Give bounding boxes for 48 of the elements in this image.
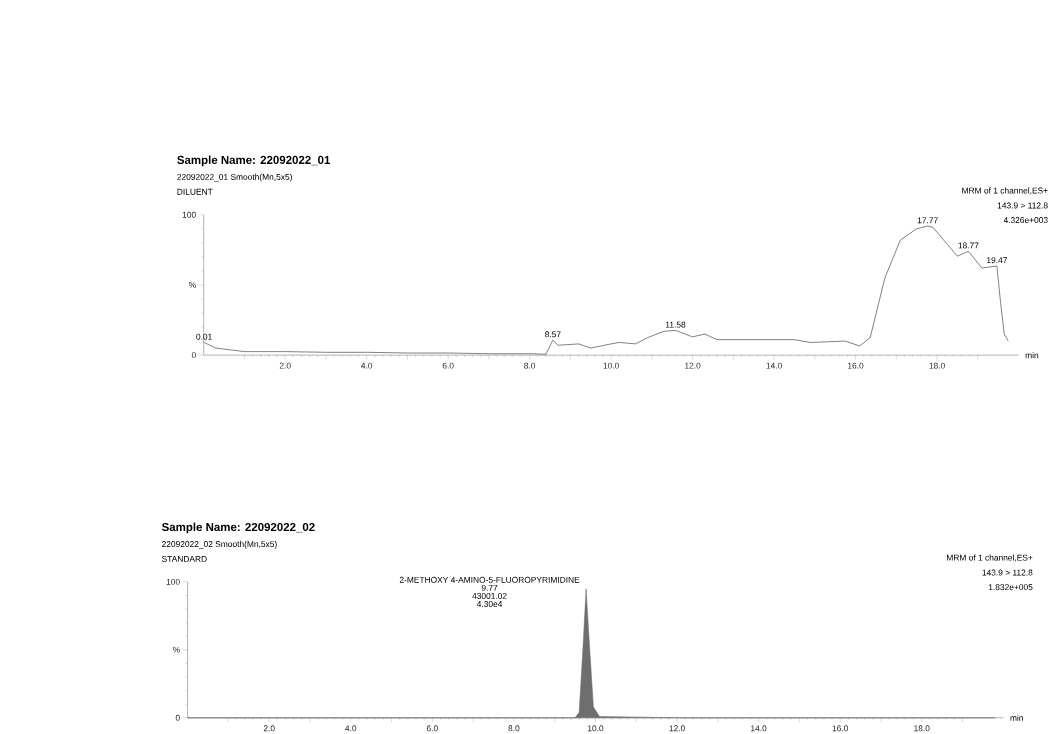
x-tick-label: 8.0 [508, 725, 520, 732]
annotation: 17.77 [917, 217, 938, 224]
text: STANDARD [162, 555, 207, 562]
x-tick-label: 2.0 [263, 725, 275, 732]
x-tick-label: 14.0 [751, 725, 767, 732]
x-tick-label: 18.0 [929, 362, 945, 369]
annotation: 43001.02 [472, 592, 507, 599]
annotation: 4.326e+003 [1003, 216, 1048, 223]
x-tick-label: 6.0 [442, 362, 454, 369]
x-tick-label: 10.0 [587, 725, 604, 732]
x-tick-label: 12.0 [669, 725, 685, 732]
annotation: 18.77 [958, 242, 979, 249]
x-axis-title: min [1010, 714, 1023, 721]
x-tick-label: 8.0 [524, 362, 536, 369]
x-axis-title: min [1025, 351, 1039, 359]
text: 143.9 > 112.8 [997, 202, 1048, 209]
x-tick-label: 10.0 [603, 362, 619, 369]
text: MRM of 1 channel,ES+ [947, 554, 1033, 562]
y-tick-label: 100 [182, 211, 196, 218]
x-tick-label: 12.0 [685, 362, 701, 369]
x-tick-label: 16.0 [848, 362, 864, 369]
chart-subtitle: 22092022_01 Smooth(Mn,5x5) [177, 173, 292, 182]
text: 143.9 > 112.8 [982, 569, 1033, 576]
y-tick-label: % [172, 646, 180, 653]
x-tick-label: 4.0 [361, 362, 373, 369]
x-tick-label: 18.0 [914, 725, 930, 732]
x-tick-label: 4.0 [345, 725, 357, 732]
annotation: 8.57 [545, 331, 561, 338]
x-tick-label: 2.0 [279, 362, 291, 369]
chart-title: Sample Name: 22092022_01 [177, 155, 331, 167]
annotation: 2-METHOXY 4-AMINO-5-FLUOROPYRIMIDINE [399, 576, 580, 583]
y-tick-label: % [189, 281, 196, 288]
chart-subtitle: 22092022_02 Smooth(Mn,5x5) [162, 540, 277, 549]
text: MRM of 1 channel,ES+ [962, 187, 1048, 195]
y-tick-label: 0 [175, 714, 180, 721]
annotation: 9.77 [481, 584, 498, 591]
x-tick-label: 14.0 [766, 362, 782, 369]
x-tick-label: 16.0 [832, 725, 848, 732]
chart-title: Sample Name: 22092022_02 [161, 522, 315, 534]
y-tick-label: 100 [166, 578, 180, 585]
x-tick-label: 6.0 [426, 725, 438, 732]
annotation: 1.832e+005 [988, 584, 1033, 591]
annotation: 11.58 [665, 321, 686, 328]
text: DILUENT [177, 188, 213, 195]
annotation: 19.47 [987, 257, 1007, 264]
y-tick-label: 0 [191, 352, 196, 358]
annotation: 0.01 [196, 333, 212, 340]
annotation: 4.30e4 [476, 600, 503, 607]
